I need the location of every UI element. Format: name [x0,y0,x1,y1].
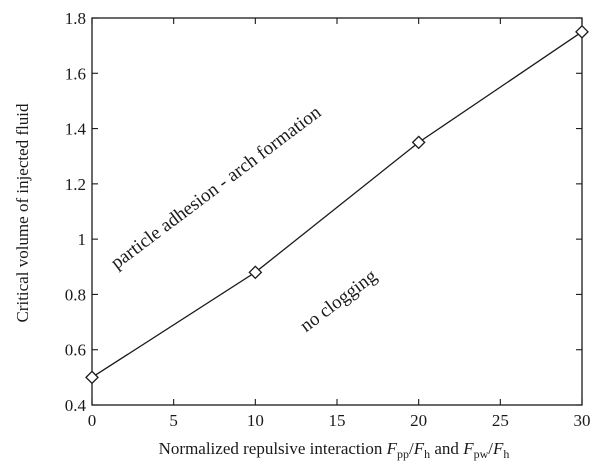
data-point-diamond [85,370,99,385]
y-tick-label: 0.6 [65,341,86,360]
region-label-no-clogging: no clogging [296,265,381,336]
x-tick-label: 0 [88,411,97,430]
x-tick-label: 15 [329,411,346,430]
y-tick-label: 0.4 [65,396,87,415]
region-label-adhesion: particle adhesion - arch formation [107,102,326,274]
y-tick-label: 1.2 [65,175,86,194]
x-tick-label: 10 [247,411,264,430]
axes: 0 5 10 15 20 25 30 0.4 0.6 0.8 1 1.2 1.4 1.6 1.8 [65,9,591,430]
y-axis-title: Critical volume of injected fluid [13,103,32,323]
y-tick-label: 1.8 [65,9,86,28]
data-point-diamond [248,265,263,280]
data-point-diamond [411,135,426,150]
x-tick-label: 25 [492,411,509,430]
series-line [91,31,583,378]
y-tick-label: 0.8 [65,285,86,304]
x-tick-label: 5 [169,411,178,430]
y-tick-label: 1 [78,230,87,249]
y-tick-label: 1.6 [65,64,86,83]
series-layer [85,24,589,385]
y-tick-label: 1.4 [65,120,87,139]
x-axis-title: Normalized repulsive interaction Fpp/Fh … [159,439,510,461]
data-point-diamond [575,24,589,39]
x-tick-label: 20 [410,411,427,430]
x-tick-label: 30 [574,411,591,430]
